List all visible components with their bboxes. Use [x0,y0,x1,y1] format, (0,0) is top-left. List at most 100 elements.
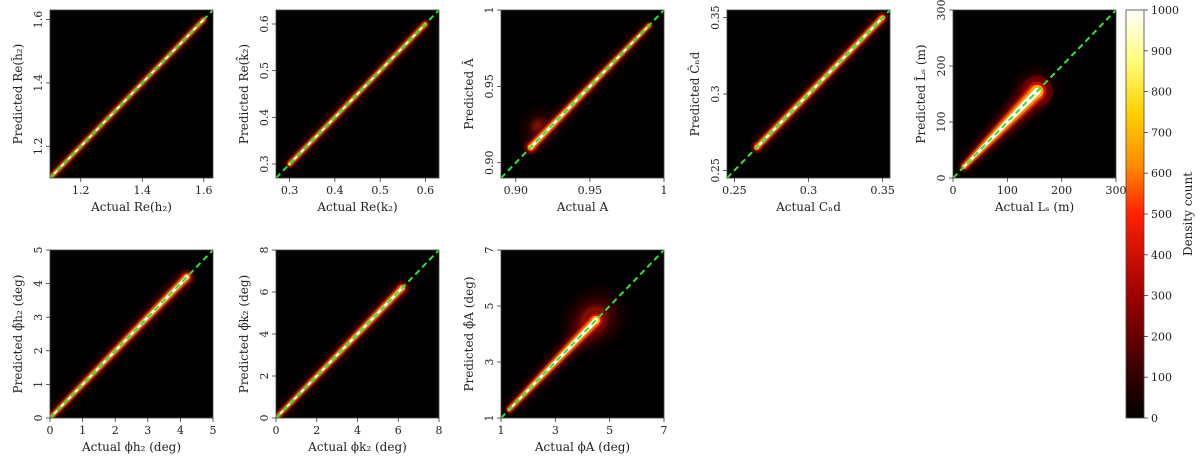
y-tick-label: 300 [935,0,948,21]
panel-phi-h2: 0 1 2 3 4 5 0 1 2 3 4 5 Actual ϕh₂ (deg) Predicted ϕ̂… [11,247,217,455]
colorbar-title: Density count [1181,172,1195,256]
colorbar-tick-label: 1000 [1151,4,1179,17]
y-tick-label: 3 [483,359,496,366]
x-tick-label: 6 [395,424,402,437]
x-tick-label: 7 [661,424,668,437]
y-tick-label: 0.95 [483,74,496,99]
x-tick-label: 0.35 [870,184,895,197]
reference-line-y-equals-x [501,250,664,418]
x-tick-label: 200 [1051,184,1072,197]
panel-A: 0.90 0.95 1 0.90 0.95 1 Actual A Predicted Â [461,7,668,215]
y-tick-label: 0.4 [258,109,271,127]
y-tick-label: 100 [935,112,948,133]
y-axis-label: Predicted ϕ̂h₂ (deg) [11,275,25,394]
x-tick-label: 1 [79,424,86,437]
x-tick-label: 2 [112,424,119,437]
x-axis-label: Actual ϕh₂ (deg) [81,440,181,454]
reference-line-y-equals-x [50,10,213,178]
x-tick-label: 0 [47,424,54,437]
x-tick-label: 4 [354,424,361,437]
y-tick-label: 0 [935,175,948,182]
x-tick-label: 1.4 [134,184,152,197]
y-tick-label: 1.6 [32,11,45,29]
y-tick-label: 2 [258,373,271,380]
x-axis-label: Actual Re(h₂) [90,200,172,214]
x-axis-label: Actual A [556,200,609,214]
y-axis-label: Predicted Ĉₙd [686,51,702,136]
axes-frame [275,9,440,179]
y-tick-label: 7 [483,247,496,254]
y-tick-label: 0.6 [258,15,271,33]
panel-k2-real: 0.3 0.4 0.5 0.6 0.3 0.4 0.5 0.6 Actual Re(k₂) Pre… [234,9,440,214]
y-axis-label: Predicted Re(k̂₂) [234,44,251,144]
x-axis-label: Actual Cₙd [775,200,841,214]
panel-h2-real: 1.2 1.4 1.6 1.2 1.4 1.6 Actual Re(h₂) Predicted… [10,9,214,214]
x-tick-label: 0.3 [800,184,818,197]
colorbar-tick-label: 800 [1151,86,1172,99]
y-axis-label: Predicted Re(ĥ₂) [10,44,25,145]
y-tick-label: 0 [32,415,45,422]
y-axis-label: Predicted Â [461,58,476,130]
y-tick-label: 1.2 [32,138,45,156]
y-axis-label: Predicted ϕ̂A (deg) [462,276,476,391]
x-tick-label: 300 [1106,184,1127,197]
x-tick-label: 8 [436,424,443,437]
y-axis-label: Predicted L̂ₛ (m) [913,44,928,143]
y-tick-label: 6 [258,289,271,296]
panel-Ls: 0 100 200 300 0 100 200 300 Actual Lₛ (m) Predict… [913,0,1127,214]
axes-frame [952,9,1117,179]
x-tick-label: 0.90 [504,184,529,197]
y-tick-label: 1 [483,415,496,422]
y-tick-label: 4 [32,280,45,287]
axes-frame [49,249,214,419]
density-band [288,23,427,165]
y-tick-label: 0.3 [709,85,722,103]
x-tick-label: 1 [498,424,505,437]
reference-line-y-equals-x [50,250,213,418]
y-tick-label: 0.3 [258,155,271,173]
colorbar-gradient [1125,9,1145,419]
reference-line-y-equals-x [727,10,890,178]
y-tick-label: 8 [258,247,271,254]
colorbar-tick-label: 600 [1151,167,1172,180]
reference-line-y-equals-x [276,250,439,418]
x-tick-label: 5 [210,424,217,437]
x-tick-label: 4 [177,424,184,437]
x-tick-label: 3 [552,424,559,437]
x-tick-label: 1 [661,184,668,197]
y-tick-label: 200 [935,56,948,77]
reference-line-y-equals-x [276,10,439,178]
y-tick-label: 0.25 [709,158,722,183]
x-axis-label: Actual Lₛ (m) [994,200,1074,214]
colorbar-tick-label: 200 [1151,330,1172,343]
x-tick-label: 0 [950,184,957,197]
y-tick-label: 1 [483,7,496,14]
density-cloud [285,19,430,169]
colorbar-tick-label: 100 [1151,371,1172,384]
x-axis-label: Actual ϕA (deg) [534,440,630,454]
x-tick-label: 0.95 [578,184,603,197]
y-tick-label: 5 [483,303,496,310]
reference-line-y-equals-x [501,10,664,178]
panel-phi-k2: 0 2 4 6 8 0 2 4 6 8 Actual ϕk₂ (deg) Predicted ϕ̂k₂… [237,247,443,455]
axes-frame [500,9,665,179]
colorbar-tick-label: 400 [1151,249,1172,262]
x-tick-label: 0.4 [326,184,344,197]
colorbar-tick-label: 900 [1151,45,1172,58]
x-tick-label: 5 [606,424,613,437]
colorbar-tick-label: 300 [1151,290,1172,303]
y-tick-label: 0.35 [709,5,722,30]
x-axis-label: Actual ϕk₂ (deg) [307,440,407,454]
axes-frame [49,9,214,179]
y-tick-label: 2 [32,347,45,354]
x-tick-label: 0.6 [417,184,435,197]
x-tick-label: 0.25 [722,184,747,197]
y-tick-label: 0.90 [483,150,496,175]
y-axis-label: Predicted ϕ̂k₂ (deg) [237,275,251,393]
axes-frame [500,249,665,419]
y-tick-label: 4 [258,331,271,338]
y-tick-label: 3 [32,314,45,321]
colorbar-tick-label: 500 [1151,208,1172,221]
x-tick-label: 2 [313,424,320,437]
